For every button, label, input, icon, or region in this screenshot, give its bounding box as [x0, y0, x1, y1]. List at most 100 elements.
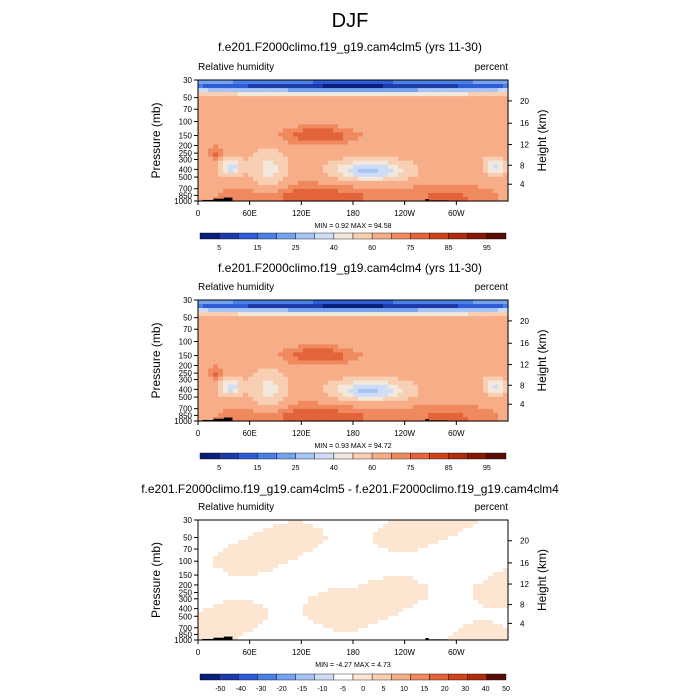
heatmap-cell	[213, 184, 219, 190]
heatmap-cell	[333, 148, 339, 154]
heatmap-cell	[373, 380, 379, 386]
y-tick-label: 1000	[174, 197, 192, 206]
heatmap-cell	[358, 328, 364, 333]
heatmap-cell	[308, 524, 314, 529]
heatmap-cell	[278, 312, 284, 317]
heatmap-cell	[488, 584, 494, 589]
heatmap-cell	[403, 416, 409, 422]
heatmap-cell	[298, 112, 304, 117]
heatmap-cell	[488, 156, 494, 162]
heatmap-cell	[298, 400, 304, 406]
colorbar-swatch	[486, 232, 507, 240]
heatmap-cell	[353, 304, 359, 309]
heatmap-cell	[318, 336, 324, 341]
heatmap-cell	[218, 188, 224, 194]
heatmap-cell	[333, 360, 339, 366]
heatmap-cell	[433, 536, 439, 541]
heatmap-cell	[353, 572, 359, 577]
heatmap-cell	[463, 540, 469, 545]
heatmap-cell	[503, 528, 509, 533]
heatmap-cell	[458, 132, 464, 138]
heatmap-cell	[333, 132, 339, 138]
heatmap-cell	[243, 376, 249, 382]
heatmap-cell	[418, 352, 424, 358]
heatmap-cell	[463, 520, 469, 525]
heatmap-cell	[208, 412, 214, 418]
heatmap-cell	[348, 384, 354, 390]
heatmap-cell	[468, 524, 474, 529]
heatmap-cell	[423, 108, 429, 113]
heatmap-cell	[423, 128, 429, 134]
heatmap-cell	[273, 548, 279, 553]
heatmap-cell	[333, 108, 339, 113]
heatmap-cell	[283, 92, 289, 97]
heatmap-cell	[448, 124, 454, 129]
heatmap-cell	[423, 568, 429, 573]
heatmap-cell	[328, 556, 334, 561]
heatmap-cell	[228, 160, 234, 166]
heatmap-cell	[223, 192, 229, 198]
heatmap-cell	[438, 132, 444, 138]
heatmap-cell	[353, 128, 359, 134]
heatmap-cell	[353, 376, 359, 382]
heatmap-cell	[238, 396, 244, 402]
heatmap-cell	[473, 524, 479, 529]
heatmap-cell	[433, 560, 439, 565]
heatmap-cell	[258, 560, 264, 565]
heatmap-cell	[308, 392, 314, 398]
heatmap-cell	[258, 128, 264, 134]
heatmap-cell	[383, 96, 389, 101]
heatmap-cell	[213, 584, 219, 589]
heatmap-cell	[378, 308, 384, 313]
heatmap-cell	[358, 180, 364, 186]
heatmap-cell	[343, 312, 349, 317]
heatmap-cell	[383, 164, 389, 170]
heatmap-cell	[353, 312, 359, 317]
heatmap-cell	[438, 360, 444, 366]
heatmap-cell	[198, 168, 204, 174]
heatmap-cell	[298, 548, 304, 553]
heatmap-cell	[418, 312, 424, 317]
heatmap-cell	[228, 368, 234, 374]
heatmap-cell	[373, 344, 379, 349]
heatmap-cell	[328, 112, 334, 117]
heatmap-cell	[433, 352, 439, 358]
heatmap-cell	[428, 192, 434, 198]
heatmap-cell	[308, 552, 314, 557]
heatmap-cell	[233, 524, 239, 529]
heatmap-cell	[318, 108, 324, 113]
heatmap-cell	[208, 88, 214, 93]
heatmap-cell	[498, 568, 504, 573]
heatmap-cell	[433, 152, 439, 158]
heatmap-cell	[413, 180, 419, 186]
heatmap-cell	[383, 564, 389, 569]
heatmap-cell	[348, 572, 354, 577]
heatmap-cell	[383, 588, 389, 593]
heatmap-cell	[363, 388, 369, 394]
heatmap-cell	[263, 404, 269, 410]
heatmap-cell	[413, 380, 419, 386]
heatmap-cell	[403, 524, 409, 529]
heatmap-cell	[393, 352, 399, 358]
heatmap-cell	[408, 304, 414, 309]
heatmap-cell	[383, 360, 389, 366]
heatmap-cell	[373, 172, 379, 178]
heatmap-cell	[248, 552, 254, 557]
heatmap-cell	[243, 116, 249, 121]
heatmap-cell	[388, 360, 394, 366]
heatmap-cell	[268, 108, 274, 113]
heatmap-cell	[383, 144, 389, 150]
heatmap-cell	[203, 544, 209, 549]
heatmap-cell	[368, 160, 374, 166]
heatmap-cell	[498, 344, 504, 349]
heatmap-cell	[308, 396, 314, 402]
heatmap-cell	[388, 112, 394, 117]
heatmap-cell	[198, 528, 204, 533]
heatmap-cell	[298, 104, 304, 109]
heatmap-cell	[313, 524, 319, 529]
heatmap-cell	[413, 160, 419, 166]
heatmap-cell	[248, 384, 254, 390]
heatmap-cell	[398, 300, 404, 305]
heatmap-cell	[283, 380, 289, 386]
heatmap-cell	[328, 316, 334, 321]
